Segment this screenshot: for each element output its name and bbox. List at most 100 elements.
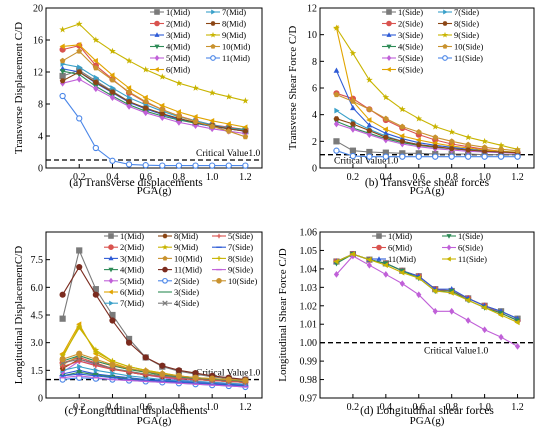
data-point <box>75 20 83 27</box>
legend-label: 11(Side) <box>454 53 483 63</box>
legend-label: 1(Mid) <box>120 231 144 241</box>
data-point <box>481 148 488 154</box>
series-line <box>336 253 518 323</box>
data-point <box>481 153 488 160</box>
data-point <box>497 312 504 318</box>
data-point <box>514 342 521 350</box>
data-point <box>159 362 166 369</box>
data-point <box>366 153 373 160</box>
legend-label: 2(Mid) <box>166 19 190 29</box>
legend-label: 1(Side) <box>398 7 423 17</box>
data-point <box>59 43 65 50</box>
data-point <box>383 136 389 144</box>
data-point <box>481 137 488 145</box>
legend-marker <box>154 9 160 15</box>
x-tick-label: 0.8 <box>445 172 458 183</box>
data-point <box>349 251 356 257</box>
data-point <box>399 280 405 288</box>
y-axis-label: Transverse Displacement C/D <box>13 22 25 154</box>
x-tick-label: 0.8 <box>173 172 186 183</box>
legend-label: 4(Side) <box>398 42 423 52</box>
data-point <box>76 263 83 271</box>
x-tick-label: 1.0 <box>206 172 219 183</box>
data-point <box>366 122 373 128</box>
data-point <box>399 138 406 144</box>
legend-marker <box>154 55 160 61</box>
legend-label: 8(Side) <box>228 253 253 263</box>
legend-marker <box>442 31 448 38</box>
data-point <box>110 85 116 91</box>
data-point <box>225 162 232 169</box>
data-point <box>93 349 99 355</box>
y-tick-label: 0 <box>38 164 43 175</box>
y-tick-label: 2 <box>312 137 317 148</box>
data-point <box>92 375 99 382</box>
data-point <box>142 354 149 361</box>
y-tick-label: 4.5 <box>31 311 44 322</box>
x-tick-label: 1.2 <box>239 172 252 183</box>
data-point <box>333 116 340 122</box>
y-tick-label: 4 <box>38 132 43 143</box>
x-tick-label: 0.4 <box>106 402 119 413</box>
data-point <box>225 376 232 383</box>
data-point <box>192 113 198 120</box>
legend-marker <box>162 277 168 284</box>
data-point <box>415 275 421 281</box>
legend-label: 3(Side) <box>398 30 423 40</box>
data-point <box>366 128 373 134</box>
y-tick-label: 1.04 <box>300 264 318 275</box>
data-point <box>465 141 471 148</box>
data-point <box>109 77 116 83</box>
legend-marker <box>154 44 160 50</box>
series-1(Side) <box>333 252 521 324</box>
data-point <box>76 41 82 48</box>
legend-label: 6(Side) <box>458 243 483 253</box>
x-tick-label: 1.0 <box>478 402 491 413</box>
legend-marker <box>386 9 392 15</box>
x-axis-label: PGA(g) <box>137 415 172 427</box>
data-point <box>432 144 439 150</box>
data-point <box>59 26 66 33</box>
data-point <box>415 153 422 160</box>
data-point <box>175 79 183 87</box>
legend-marker <box>210 43 216 49</box>
data-point <box>465 317 471 324</box>
data-point <box>416 291 422 299</box>
series-line <box>62 70 246 131</box>
x-axis-label: PGA(g) <box>410 185 445 197</box>
data-point <box>59 78 66 84</box>
y-tick-label: 0.99 <box>300 357 318 368</box>
series-line <box>62 23 246 102</box>
data-point <box>465 153 472 160</box>
data-point <box>382 262 388 269</box>
data-point <box>93 74 99 81</box>
data-point <box>366 76 373 83</box>
legend-label: 5(Mid) <box>120 276 144 286</box>
data-point <box>77 64 83 71</box>
data-point <box>77 363 83 370</box>
legend-label: 9(Side) <box>454 30 479 40</box>
series-6(Side) <box>333 252 521 350</box>
legend-label: 6(Side) <box>398 65 423 75</box>
legend-marker <box>108 233 114 239</box>
legend-label: 8(Mid) <box>174 231 198 241</box>
y-tick-label: 1.01 <box>300 320 318 331</box>
series-line <box>62 63 246 131</box>
legend-marker <box>216 233 222 239</box>
data-point <box>110 370 116 376</box>
legend-label: 9(Side) <box>228 265 253 275</box>
x-axis-label: PGA(g) <box>137 185 172 197</box>
legend-label: 10(Mid) <box>222 42 251 52</box>
legend-marker <box>154 32 160 37</box>
data-point <box>333 138 340 145</box>
legend-marker <box>216 256 222 261</box>
legend-marker <box>442 55 448 61</box>
y-tick-label: 16 <box>33 36 43 47</box>
data-point <box>175 162 183 169</box>
y-tick-label: 20 <box>33 4 43 15</box>
legend-marker <box>442 21 448 26</box>
data-point <box>175 109 182 115</box>
data-point <box>59 356 66 363</box>
chart-b: 0.2 0.4 0.6 0.8 1.0 1.2 0 2 4 6 8 10 12 PGA(g) Transve… <box>287 4 535 197</box>
data-point <box>209 162 216 169</box>
